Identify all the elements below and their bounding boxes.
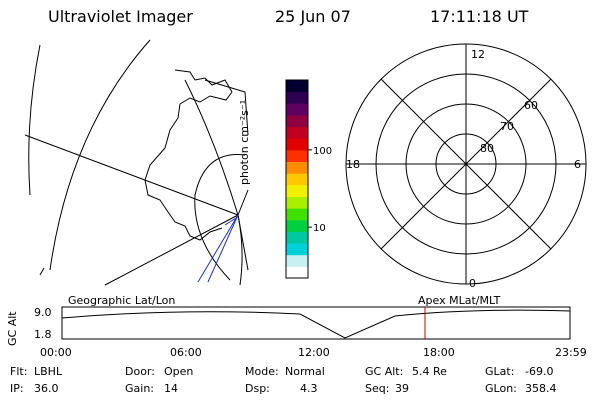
info-ip-value: 36.0 xyxy=(34,382,59,395)
info-dsp-label: Dsp: xyxy=(245,382,270,395)
info-gcalt-value: 5.4 Re xyxy=(412,365,447,378)
info-door-label: Door: xyxy=(125,365,155,378)
map-graticule-arc xyxy=(28,44,41,196)
info-glat-value: -69.0 xyxy=(525,365,554,378)
map-graticule-line xyxy=(237,214,249,271)
info-mode-value: Normal xyxy=(285,365,325,378)
colorbar-block xyxy=(286,126,308,139)
dial-diagonal xyxy=(380,78,552,250)
mlt-label-18: 18 xyxy=(346,158,360,171)
map-graticule-arc xyxy=(49,39,151,271)
colorbar-block xyxy=(286,138,308,151)
colorbar-tick-label: 10 xyxy=(313,223,326,234)
info-gain-label: Gain: xyxy=(125,382,154,395)
colorbar-block xyxy=(286,161,308,174)
map-track-line xyxy=(224,217,237,226)
map-graticule-line xyxy=(24,134,239,216)
timeline-y-tick-1-8: 1.8 xyxy=(34,328,52,341)
info-ip-label: IP: xyxy=(10,382,24,395)
map-track-line xyxy=(197,214,239,283)
date-readout: 25 Jun 07 xyxy=(275,7,351,26)
colorbar-block xyxy=(286,231,308,244)
lat-label-70: 70 xyxy=(500,120,514,133)
info-seq-label: Seq: xyxy=(365,382,390,395)
time-readout: 17:11:18 UT xyxy=(430,7,529,26)
info-gcalt-label: GC Alt: xyxy=(365,365,404,378)
colorbar-block xyxy=(286,254,308,267)
timeline-x-tick-1800: 18:00 xyxy=(423,346,455,359)
info-dsp-value: 4.3 xyxy=(300,382,318,395)
map-coastline xyxy=(39,267,45,276)
timeline-left-label: Geographic Lat/Lon xyxy=(68,294,176,307)
colorbar-block xyxy=(286,196,308,209)
colorbar-block xyxy=(286,173,308,186)
info-seq-value: 39 xyxy=(395,382,409,395)
info-glat-label: GLat: xyxy=(485,365,515,378)
colorbar-block xyxy=(286,266,308,279)
info-flt-value: LBHL xyxy=(34,365,63,378)
lat-label-60: 60 xyxy=(524,99,538,112)
timeline-x-tick-1200: 12:00 xyxy=(298,346,330,359)
info-gain-value: 14 xyxy=(164,382,178,395)
colorbar-block xyxy=(286,184,308,197)
map-coastline xyxy=(144,69,233,241)
mlt-label-12: 12 xyxy=(471,48,485,61)
timeline-plot xyxy=(61,306,571,340)
colorbar-block xyxy=(286,91,308,104)
timeline-right-label: Apex MLat/MLT xyxy=(418,294,501,307)
altitude-curve xyxy=(61,309,571,339)
lat-label-80: 80 xyxy=(480,142,494,155)
mlt-label-6: 6 xyxy=(574,158,581,171)
info-mode-label: Mode: xyxy=(245,365,279,378)
map-track-line xyxy=(207,214,239,283)
mlt-label-0: 0 xyxy=(469,277,476,290)
map-graticule-line xyxy=(237,189,249,216)
colorbar-block xyxy=(286,114,308,128)
timeline-y-tick-9: 9.0 xyxy=(34,306,52,319)
colorbar-block xyxy=(286,208,308,221)
colorbar-block xyxy=(286,103,308,116)
colorbar-block xyxy=(286,80,308,93)
colorbar-block xyxy=(286,219,308,232)
timeline-x-tick-2359: 23:59 xyxy=(555,346,587,359)
info-door-value: Open xyxy=(164,365,194,378)
colorbar-block xyxy=(286,243,308,256)
app-title: Ultraviolet Imager xyxy=(48,7,193,26)
map-graticule-arc xyxy=(184,79,243,286)
colorbar-unit-label: photon cm⁻²s⁻¹ xyxy=(238,99,251,185)
map-graticule-line xyxy=(104,214,239,286)
info-flt-label: Flt: xyxy=(10,365,28,378)
colorbar-tick-label: 100 xyxy=(313,146,332,157)
mlt-polar-dial: 12 6 0 18 80 70 60 xyxy=(345,43,587,290)
timeline-x-tick-0600: 06:00 xyxy=(170,346,202,359)
colorbar-block xyxy=(286,149,308,163)
colorbar: 100 10 xyxy=(285,79,332,279)
info-glon-value: 358.4 xyxy=(525,382,557,395)
timeline-x-tick-0000: 00:00 xyxy=(40,346,72,359)
info-glon-label: GLon: xyxy=(485,382,517,395)
